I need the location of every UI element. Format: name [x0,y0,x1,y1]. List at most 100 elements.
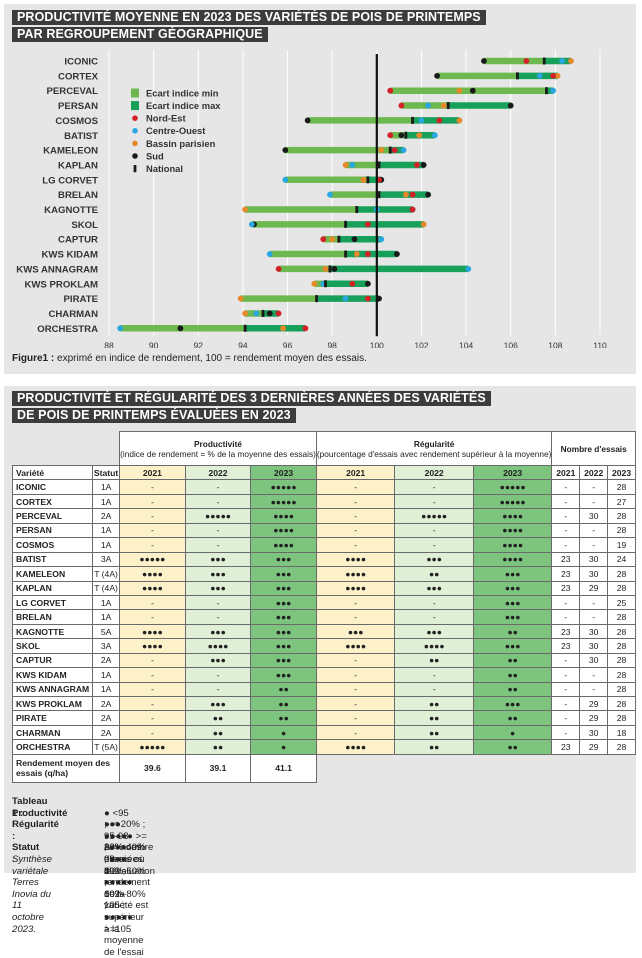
bassin-parisien-point [342,162,349,168]
nord-est-point [364,295,371,302]
essais-cell: - [551,710,581,726]
table-row: PERCEVAL 2A - ●●●●● ●●●● - ●●●●● ●●●● -30 28 [11,508,636,524]
regularite-cell: ●● [472,623,553,640]
legend-label: Ecart indice max [146,100,221,111]
regularite-cell: - [315,724,396,741]
regularite-cell: - [394,594,474,611]
legend-bassin-swatch [132,140,138,147]
essais-cell: - [579,609,609,625]
essais-cell: 29 [579,739,609,755]
national-mark [377,191,381,199]
sud-point [420,162,427,168]
x-tick-label: 88 [104,340,114,348]
year-header: 2022 [394,464,474,481]
centre-ouest-point [400,147,407,153]
variety-statut: 1A [92,522,121,539]
sud-point [469,87,476,94]
variety-statut: T (4A) [92,566,121,582]
productivite-cell: ●●●● [250,508,317,524]
productivite-cell: - [119,724,186,741]
regularite-cell: ●● [394,695,474,712]
essais-cell: - [551,609,581,625]
regularite-cell: - [315,681,396,698]
bassin-parisien-point [237,295,244,302]
variety-statut: 1A [92,594,121,611]
variety-label: KAMELEON [43,146,98,157]
bassin-parisien-point [242,310,249,317]
table-row: KWS KIDAM 1A - - ●●● - - ●● - -28 [11,667,636,683]
productivite-cell: - [184,594,252,611]
regularite-cell: - [315,594,396,611]
nord-est-point [349,280,356,287]
bassin-parisien-point [568,58,574,64]
essais-cell: 28 [607,652,636,669]
variety-name: BATIST [11,551,94,568]
variety-label: PERSAN [58,101,98,112]
nord-est-point [409,191,416,198]
national-mark [411,116,414,124]
x-tick-label: 110 [593,340,607,348]
centre-ouest-point [536,72,543,79]
national-mark [542,57,546,65]
productivite-cell: ●●● [184,580,252,596]
productivite-cell: - [119,522,186,539]
productivite-cell: ●●● [250,623,317,640]
legend-label: Centre-Ouest [146,125,205,136]
national-mark [446,102,450,110]
group-essais: Nombre d'essais [551,431,636,466]
rendement-value: 39.1 [184,753,252,783]
x-tick-label: 98 [327,340,337,348]
national-mark [344,250,347,258]
regularite-cell: ●● [394,724,474,741]
sud-point [398,132,405,139]
productivite-cell: ●● [184,739,252,755]
regularite-cell: ●●● [472,638,553,654]
essais-cell: - [579,479,609,495]
variety-name: LG CORVET [11,594,94,611]
variety-name: KAPLAN [11,580,94,596]
legend-nord-est-swatch [132,115,138,121]
essais-cell: - [551,537,581,553]
sud-point [481,58,487,64]
group-regularite: Régularité (pourcentage d'essais avec ren… [315,431,553,466]
regularite-cell: ●●●● [315,566,396,582]
figure-title-line1: PRODUCTIVITÉ MOYENNE EN 2023 DES VARIÉTÉ… [12,10,486,25]
x-tick-label: 90 [149,340,159,348]
national-mark [261,309,265,317]
productivite-cell: ●● [250,681,317,698]
variety-label: LG CORVET [42,175,98,186]
nord-est-point [523,58,530,64]
sud-point [507,102,514,109]
regularite-cell: ●● [472,681,553,698]
legend-centre-ouest-swatch [132,128,138,134]
essais-cell: 29 [579,580,609,596]
variety-label: KAGNOTTE [44,205,98,216]
essais-cell: 28 [607,566,636,582]
national-mark [344,220,347,228]
productivite-cell: ●●●● [119,623,186,640]
variety-name: KWS PROKLAM [11,695,94,712]
variety-name: CAPTUR [11,652,94,669]
regularite-cell: - [394,681,474,698]
productivite-cell: - [184,609,252,625]
year-header-row: Variété Statut 2021 2022 2023 2021 2022 … [11,464,636,481]
essais-cell: 28 [607,623,636,640]
productivite-cell: - [119,508,186,524]
bassin-parisien-point [420,221,427,228]
bassin-parisien-point [353,251,360,257]
centre-ouest-point [431,132,438,139]
regularite-cell: ●●●● [315,551,396,568]
legend-label: Bassin parisien [146,138,216,149]
variety-label: KWS KIDAM [42,250,99,261]
x-tick-label: 100 [370,340,384,348]
nord-est-point [387,132,394,139]
sud-point [177,325,184,332]
variety-statut: 5A [92,623,121,640]
essais-cell: 30 [579,724,609,741]
variety-label: ORCHESTRA [37,324,98,335]
variety-statut: T (5A) [92,739,121,755]
x-tick-label: 106 [504,340,518,348]
essais-cell: 28 [607,522,636,539]
variety-statut: T (4A) [92,580,121,596]
essais-cell: 19 [607,537,636,553]
